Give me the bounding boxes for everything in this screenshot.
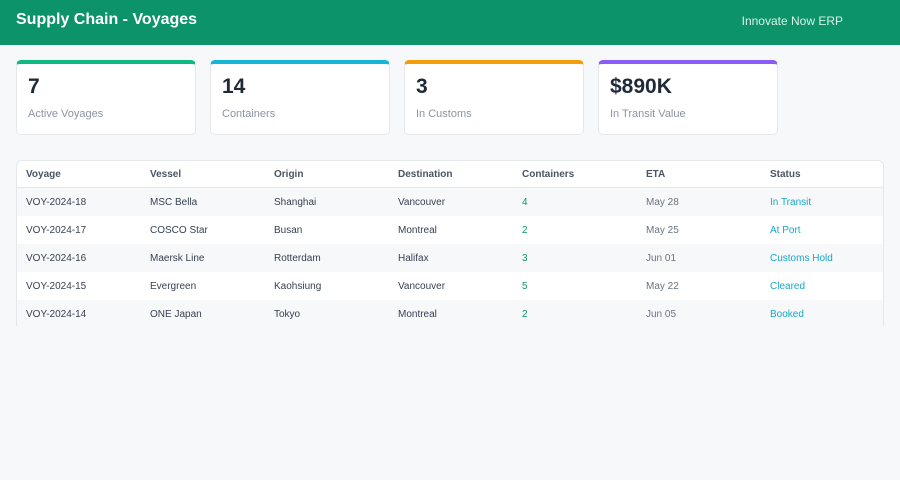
voyages-table: Voyage Vessel Origin Destination Contain… bbox=[17, 161, 883, 326]
status-badge: In Transit bbox=[761, 187, 883, 216]
container-count: 5 bbox=[522, 280, 528, 292]
table-header-row: Voyage Vessel Origin Destination Contain… bbox=[17, 161, 883, 188]
eta: Jun 01 bbox=[637, 244, 761, 272]
eta: May 22 bbox=[646, 280, 679, 292]
origin: Busan bbox=[274, 224, 303, 236]
voyage-id: VOY-2024-15 bbox=[26, 280, 87, 292]
column-header-eta[interactable]: ETA bbox=[637, 161, 761, 188]
container-count: 2 bbox=[522, 224, 528, 236]
voyages-table-container: Voyage Vessel Origin Destination Contain… bbox=[16, 160, 884, 326]
table-row[interactable]: VOY-2024-17 COSCO Star Busan Montreal 2 … bbox=[17, 216, 883, 244]
destination: Vancouver bbox=[389, 187, 513, 216]
vessel-name: Maersk Line bbox=[141, 244, 265, 272]
origin: Shanghai bbox=[265, 187, 389, 216]
table-row[interactable]: VOY-2024-18 MSC Bella Shanghai Vancouver… bbox=[17, 187, 883, 216]
container-count: 3 bbox=[513, 244, 637, 272]
stat-label: In Customs bbox=[416, 108, 472, 120]
stat-value: 7 bbox=[28, 75, 40, 98]
container-count: 2 bbox=[513, 300, 637, 326]
stat-card-in-transit-value: $890K In Transit Value bbox=[598, 60, 778, 135]
status-badge: Customs Hold bbox=[761, 244, 883, 272]
top-bar: Supply Chain - Voyages Innovate Now ERP bbox=[0, 0, 900, 45]
stat-value: 14 bbox=[222, 75, 246, 98]
column-header-status[interactable]: Status bbox=[761, 161, 883, 188]
brand-name: Innovate Now ERP bbox=[741, 13, 843, 28]
column-header-destination[interactable]: Destination bbox=[389, 161, 513, 188]
status-badge: Booked bbox=[761, 300, 883, 326]
stat-card-in-customs: 3 In Customs bbox=[404, 60, 584, 135]
eta: May 28 bbox=[637, 187, 761, 216]
stat-label: In Transit Value bbox=[610, 108, 686, 120]
voyage-id: VOY-2024-17 bbox=[26, 224, 87, 236]
destination: Vancouver bbox=[398, 280, 446, 292]
eta: May 25 bbox=[646, 224, 679, 236]
status-badge: At Port bbox=[770, 224, 801, 236]
table-row[interactable]: VOY-2024-16 Maersk Line Rotterdam Halifa… bbox=[17, 244, 883, 272]
vessel-name: ONE Japan bbox=[141, 300, 265, 326]
table-row[interactable]: VOY-2024-14 ONE Japan Tokyo Montreal 2 J… bbox=[17, 300, 883, 326]
column-header-voyage[interactable]: Voyage bbox=[17, 161, 141, 188]
stats-cards: 7 Active Voyages 14 Containers 3 In Cust… bbox=[16, 60, 778, 135]
origin: Tokyo bbox=[265, 300, 389, 326]
voyage-id: VOY-2024-18 bbox=[17, 187, 141, 216]
destination: Montreal bbox=[398, 224, 437, 236]
column-header-containers[interactable]: Containers bbox=[513, 161, 637, 188]
stat-value: $890K bbox=[610, 75, 672, 98]
vessel-name: COSCO Star bbox=[150, 224, 208, 236]
voyage-id: VOY-2024-14 bbox=[17, 300, 141, 326]
status-badge: Cleared bbox=[770, 280, 806, 292]
stat-card-containers: 14 Containers bbox=[210, 60, 390, 135]
stat-label: Active Voyages bbox=[28, 108, 104, 120]
vessel-name: MSC Bella bbox=[141, 187, 265, 216]
destination: Montreal bbox=[389, 300, 513, 326]
destination: Halifax bbox=[389, 244, 513, 272]
column-header-origin[interactable]: Origin bbox=[265, 161, 389, 188]
eta: Jun 05 bbox=[637, 300, 761, 326]
page-title: Supply Chain - Voyages bbox=[16, 10, 198, 28]
stat-card-active-voyages: 7 Active Voyages bbox=[16, 60, 196, 135]
column-header-vessel[interactable]: Vessel bbox=[141, 161, 265, 188]
voyage-id: VOY-2024-16 bbox=[17, 244, 141, 272]
origin: Rotterdam bbox=[265, 244, 389, 272]
vessel-name: Evergreen bbox=[150, 280, 197, 292]
stat-value: 3 bbox=[416, 75, 428, 98]
origin: Kaohsiung bbox=[274, 280, 322, 292]
stat-label: Containers bbox=[222, 108, 276, 120]
container-count: 4 bbox=[513, 187, 637, 216]
table-row[interactable]: VOY-2024-15 Evergreen Kaohsiung Vancouve… bbox=[17, 272, 883, 300]
